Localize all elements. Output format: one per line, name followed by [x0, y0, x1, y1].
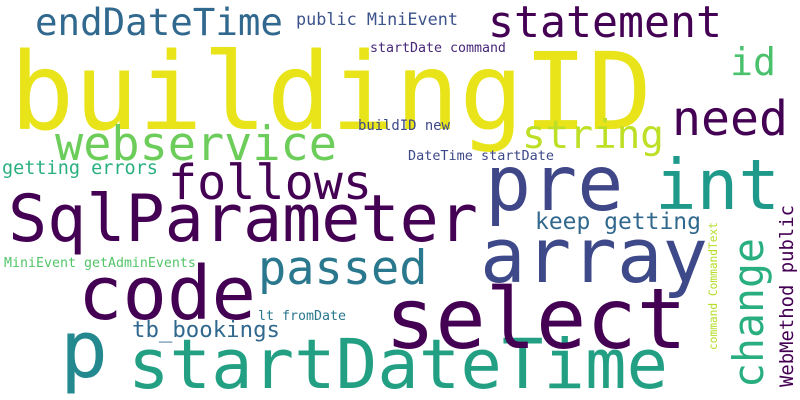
- word-buildid-new: buildID new: [358, 117, 450, 134]
- word-pre: pre: [485, 139, 624, 229]
- word-int: int: [655, 145, 780, 226]
- word-sqlparameter: SqlParameter: [8, 181, 478, 257]
- word-webservice: webservice: [55, 117, 337, 172]
- word-id: id: [730, 40, 777, 85]
- word-select: select: [385, 270, 688, 369]
- word-keep-getting: keep getting: [535, 208, 701, 235]
- word-tb-bookings: tb_bookings: [132, 316, 280, 343]
- word-array: array: [480, 211, 709, 300]
- word-code: code: [78, 250, 256, 337]
- word-lt-fromdate: lt fromDate: [258, 309, 346, 325]
- word-p: p: [60, 303, 108, 397]
- word-string: string: [522, 113, 664, 159]
- word-passed: passed: [258, 240, 428, 296]
- word-minievent-getadminevents: MiniEvent getAdminEvents: [4, 256, 196, 272]
- word-need: need: [672, 91, 788, 148]
- word-getting-errors: getting errors: [2, 157, 158, 179]
- word-datetime-startdate: DateTime startDate: [408, 147, 554, 164]
- word-statement: statement: [488, 0, 723, 48]
- word-change: change: [724, 238, 773, 388]
- word-startdate-command: startDate command: [370, 41, 506, 57]
- word-public-minievent: public MiniEvent: [296, 9, 458, 30]
- word-buildingid: buildingID: [10, 30, 652, 155]
- word-command-commandtext: command CommandText: [707, 222, 720, 350]
- word-enddatetime: endDateTime: [35, 0, 283, 45]
- word-startdatetime: startDateTime: [128, 324, 669, 400]
- word-follows: follows: [168, 155, 373, 212]
- word-webmethod-public: WebMethod public: [776, 205, 798, 387]
